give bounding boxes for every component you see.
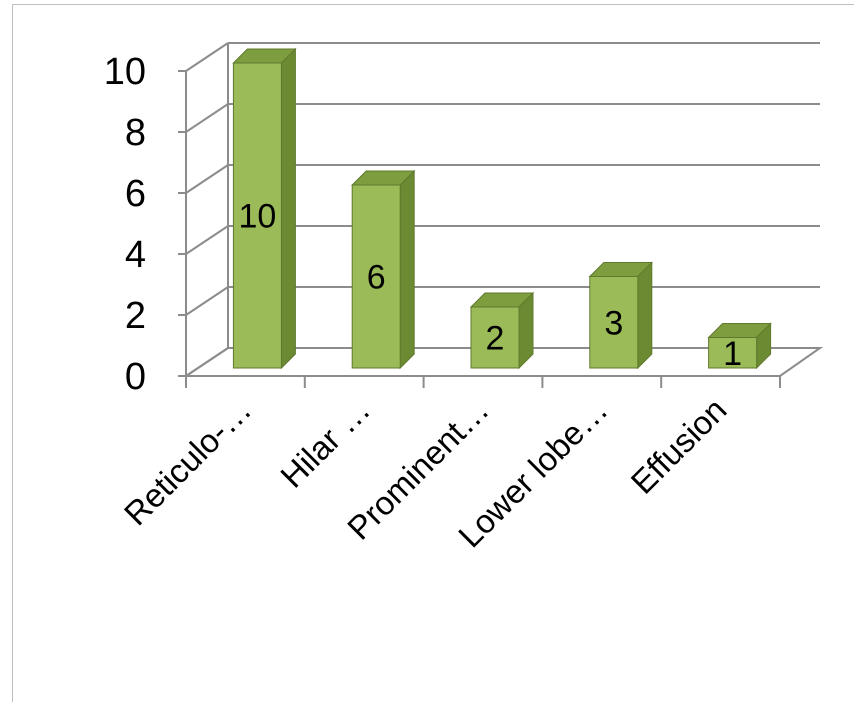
gridline-side [185, 225, 229, 255]
bar [708, 337, 758, 369]
y-tick-label: 6 [125, 173, 146, 215]
bar-side-face [280, 47, 296, 370]
y-tick-label: 8 [125, 112, 146, 154]
y-tick-label: 4 [125, 234, 146, 276]
bar-side-face [399, 169, 415, 370]
chart-floor [182, 347, 824, 377]
data-label: 1 [723, 335, 742, 373]
category-label: Effusion [623, 391, 733, 501]
data-label: 2 [486, 320, 505, 358]
category-label: Reticulo-… [117, 391, 259, 533]
data-label: 3 [604, 304, 623, 342]
y-tick-label: 0 [125, 356, 146, 398]
bar [351, 184, 401, 369]
gridline-side [185, 286, 229, 316]
gridline-side [185, 42, 229, 72]
bar [589, 276, 639, 369]
bar [470, 306, 520, 369]
data-label: 6 [367, 259, 386, 297]
gridline-side [185, 103, 229, 133]
data-label: 10 [238, 198, 276, 236]
gridline-side [185, 164, 229, 194]
bar [232, 62, 282, 369]
y-tick-label: 10 [104, 51, 146, 93]
category-label: Hilar … [273, 391, 377, 495]
bar-side-face [637, 261, 653, 370]
y-tick-label: 2 [125, 295, 146, 337]
